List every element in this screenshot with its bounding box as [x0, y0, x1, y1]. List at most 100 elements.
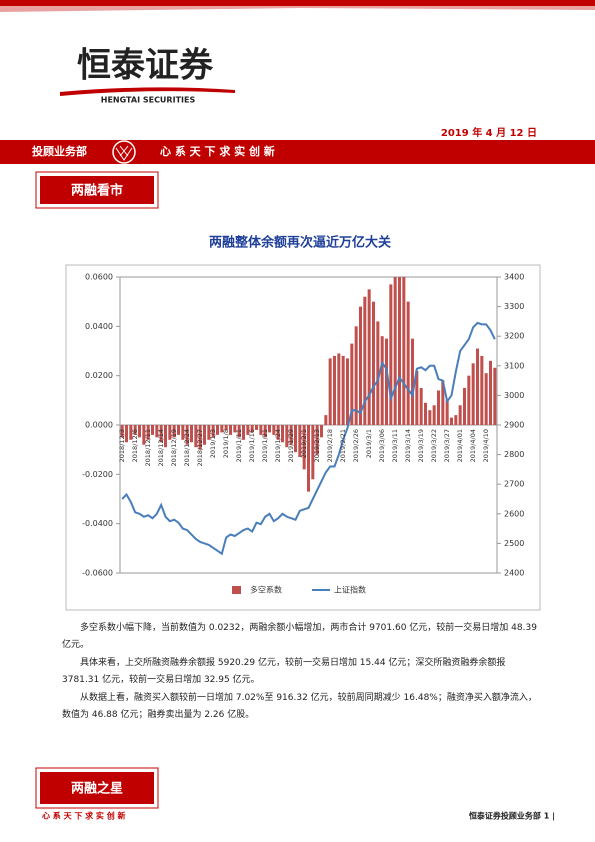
- bar: [211, 425, 215, 438]
- bar: [298, 425, 302, 458]
- x-tick-label: 2018/12/24: [183, 429, 191, 466]
- x-tick-label: 2018/12/27: [196, 429, 204, 466]
- bar: [415, 370, 419, 425]
- bar: [380, 336, 384, 425]
- bar: [189, 425, 194, 443]
- bar: [454, 415, 458, 425]
- bar: [150, 425, 155, 435]
- bar: [354, 326, 358, 425]
- x-tick-label: 2019/3/11: [391, 429, 399, 462]
- bar: [159, 425, 163, 443]
- x-tick-label: 2019/4/01: [456, 429, 464, 462]
- bar: [393, 277, 397, 425]
- bar: [207, 425, 211, 440]
- bar: [176, 425, 181, 435]
- y-tick-label: 0.0600: [85, 273, 113, 282]
- legend-label: 上证指数: [334, 585, 366, 595]
- bar: [168, 425, 172, 440]
- y2-tick-label: 3300: [504, 302, 524, 311]
- x-tick-label: 2019/2/18: [326, 429, 334, 462]
- bar: [224, 425, 228, 430]
- y2-tick-label: 2700: [504, 480, 524, 489]
- bar: [185, 425, 189, 445]
- bar: [488, 360, 493, 425]
- bar: [133, 425, 137, 435]
- bar: [250, 425, 254, 433]
- x-tick-label: 2019/2/1: [300, 429, 308, 458]
- bar: [406, 301, 410, 425]
- bar: [458, 405, 462, 425]
- x-tick-label: 2019/1/11: [235, 429, 243, 462]
- y-tick-label: 0.0200: [85, 371, 113, 380]
- bar: [220, 425, 224, 433]
- bar: [358, 306, 363, 425]
- date: 2019 年 4 月 12 日: [441, 126, 537, 139]
- bar: [467, 375, 471, 425]
- bar: [172, 425, 176, 438]
- bar: [137, 425, 142, 438]
- logo-en: HENGTAI SECURITIES: [101, 96, 196, 105]
- y2-tick-label: 2800: [504, 450, 524, 459]
- top-bar-shade: [0, 6, 595, 12]
- y-tick-label: 0.0400: [85, 322, 113, 331]
- bar: [228, 425, 233, 435]
- x-tick-label: 2019/1/16: [248, 429, 256, 462]
- bar: [241, 425, 246, 440]
- x-tick-label: 2019/4/10: [482, 429, 490, 462]
- bar: [449, 417, 454, 425]
- x-tick-label: 2018/12/19: [170, 429, 178, 466]
- footer-section-title: 两融之星: [71, 781, 123, 797]
- bar: [293, 425, 298, 453]
- bar: [475, 348, 480, 425]
- y2-tick-label: 3400: [504, 273, 524, 282]
- bar: [267, 425, 272, 433]
- bar: [445, 400, 449, 425]
- bar: [419, 388, 423, 425]
- slogan: 心 系 天 下 求 实 创 新: [160, 144, 275, 158]
- bar: [462, 388, 467, 425]
- bar: [423, 402, 428, 425]
- bar: [233, 425, 237, 433]
- bar: [163, 425, 168, 448]
- x-tick-label: 2019/3/1: [365, 429, 373, 458]
- emblem: [112, 140, 136, 164]
- x-tick-label: 2018/12/11: [144, 429, 152, 466]
- bar: [397, 277, 402, 425]
- x-tick-label: 2019/1/29: [287, 429, 295, 462]
- department: 投顾业务部: [32, 144, 87, 158]
- paragraph: 从数据上看，融资买入额较前一日增加 7.02%至 916.32 亿元，较前周同期…: [62, 693, 537, 720]
- bar: [129, 425, 133, 440]
- section-box: [40, 176, 154, 204]
- x-tick-label: 2019/2/26: [352, 429, 360, 462]
- bar: [124, 425, 129, 443]
- x-tick-label: 2019/3/27: [443, 429, 451, 462]
- bar: [363, 296, 367, 425]
- bar: [311, 425, 315, 480]
- bar: [202, 425, 207, 445]
- bar: [254, 425, 259, 430]
- bar: [155, 425, 159, 438]
- y2-tick-label: 3000: [504, 391, 524, 400]
- bar: [142, 425, 146, 445]
- bar: [315, 425, 319, 455]
- y-tick-label: -0.0400: [82, 519, 113, 528]
- bar: [384, 338, 389, 425]
- bar: [484, 373, 488, 425]
- legend-swatch: [232, 586, 241, 594]
- bar: [181, 425, 185, 440]
- top-bar: [0, 0, 595, 6]
- chart-title: 两融整体余额再次逼近万亿大关: [209, 235, 391, 251]
- bar: [285, 425, 289, 448]
- bar: [371, 301, 376, 425]
- x-tick-label: 2019/3/22: [430, 429, 438, 462]
- bar: [198, 425, 202, 450]
- bar: [324, 415, 328, 425]
- bar: [146, 425, 150, 440]
- x-tick-label: 2019/4/04: [469, 429, 477, 462]
- y-tick-label: 0.0000: [85, 421, 113, 430]
- bar: [410, 338, 415, 425]
- bar: [237, 425, 241, 438]
- header-band: [0, 140, 595, 164]
- bar: [332, 355, 337, 425]
